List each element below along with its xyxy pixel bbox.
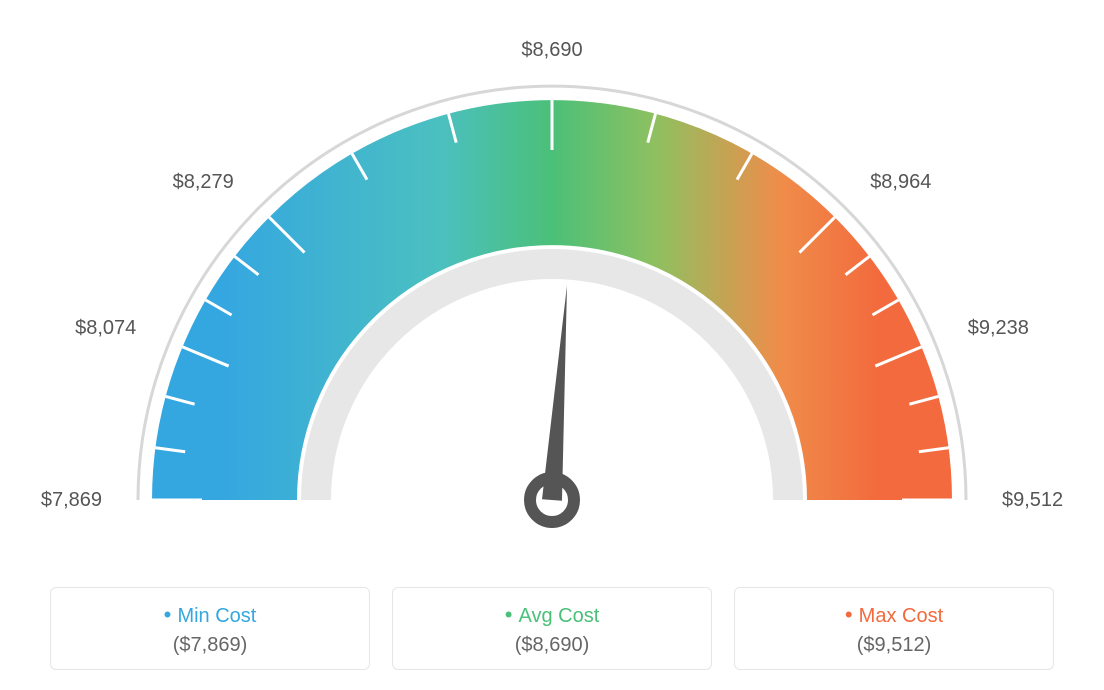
- svg-text:$8,964: $8,964: [870, 171, 931, 193]
- legend-label-min: Min Cost: [51, 602, 369, 628]
- chart-container: $7,869 $8,074 $8,279 $8,690 $8,964 $9,238 $9,5…: [0, 0, 1104, 690]
- legend-value-avg: ($8,690): [393, 634, 711, 657]
- legend-value-max: ($9,512): [735, 634, 1053, 657]
- svg-text:$8,690: $8,690: [521, 39, 582, 61]
- svg-text:$9,512: $9,512: [1002, 489, 1063, 511]
- svg-text:$9,238: $9,238: [968, 317, 1029, 339]
- legend-row: Min Cost ($7,869) Avg Cost ($8,690) Max …: [0, 587, 1104, 670]
- svg-text:$7,869: $7,869: [41, 489, 102, 511]
- legend-card-avg: Avg Cost ($8,690): [392, 587, 712, 670]
- legend-label-max: Max Cost: [735, 602, 1053, 628]
- legend-card-min: Min Cost ($7,869): [50, 587, 370, 670]
- svg-text:$8,074: $8,074: [75, 317, 136, 339]
- svg-text:$8,279: $8,279: [173, 171, 234, 193]
- legend-label-avg: Avg Cost: [393, 602, 711, 628]
- gauge-chart: $7,869 $8,074 $8,279 $8,690 $8,964 $9,238 $9,5…: [0, 0, 1104, 560]
- legend-card-max: Max Cost ($9,512): [734, 587, 1054, 670]
- legend-value-min: ($7,869): [51, 634, 369, 657]
